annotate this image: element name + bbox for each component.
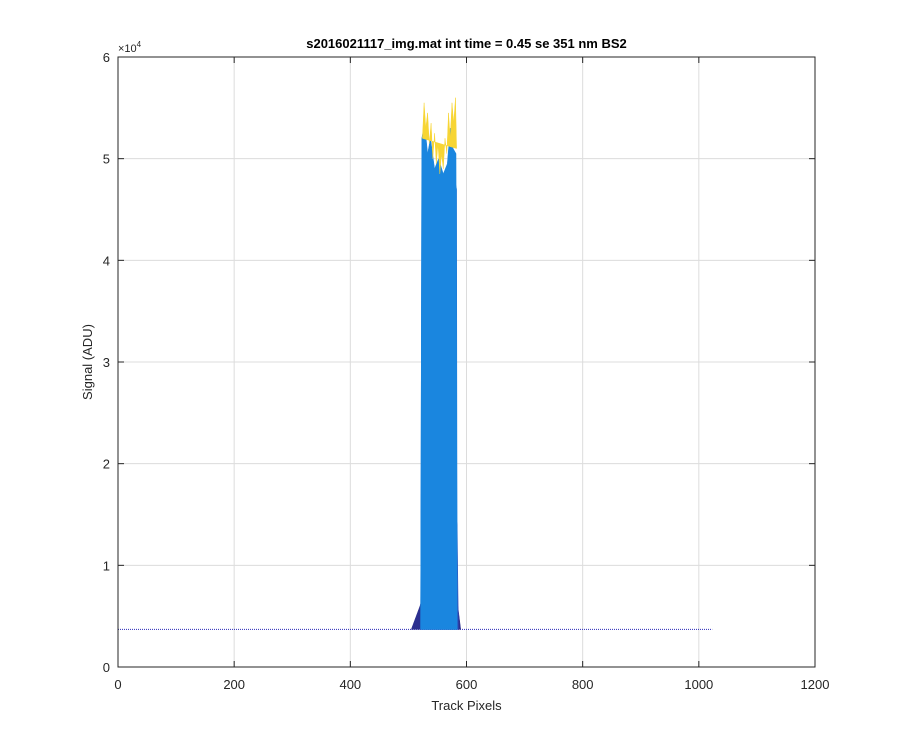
- x-tick-label: 1000: [684, 677, 713, 692]
- y-axis-label: Signal (ADU): [80, 324, 95, 400]
- y-tick-label: 1: [103, 558, 110, 573]
- y-axis-exponent-base: ×10: [118, 43, 137, 55]
- x-tick-label: 600: [456, 677, 478, 692]
- chart-title: s2016021117_img.mat int time = 0.45 se 3…: [306, 36, 627, 51]
- x-tick-label: 400: [339, 677, 361, 692]
- y-tick-label: 4: [103, 253, 110, 268]
- y-tick-label: 5: [103, 152, 110, 167]
- y-tick-label: 3: [103, 355, 110, 370]
- ticks: 0 200 400 600 800 1000 1200 0 1 2 3 4 5 6: [103, 50, 830, 692]
- x-axis-label: Track Pixels: [431, 698, 502, 713]
- x-tick-label: 200: [223, 677, 245, 692]
- grid: [117, 56, 816, 668]
- y-tick-label: 6: [103, 50, 110, 65]
- y-axis-exponent: ×104: [118, 40, 142, 55]
- y-axis-exponent-power: 4: [137, 40, 142, 49]
- surface-band-4: [422, 97, 457, 174]
- surface-band-3: [420, 123, 458, 630]
- y-tick-label: 0: [103, 660, 110, 675]
- x-tick-label: 1200: [801, 677, 830, 692]
- x-tick-label: 800: [572, 677, 594, 692]
- data-layer: [118, 97, 713, 630]
- x-tick-label: 0: [114, 677, 121, 692]
- y-tick-label: 2: [103, 457, 110, 472]
